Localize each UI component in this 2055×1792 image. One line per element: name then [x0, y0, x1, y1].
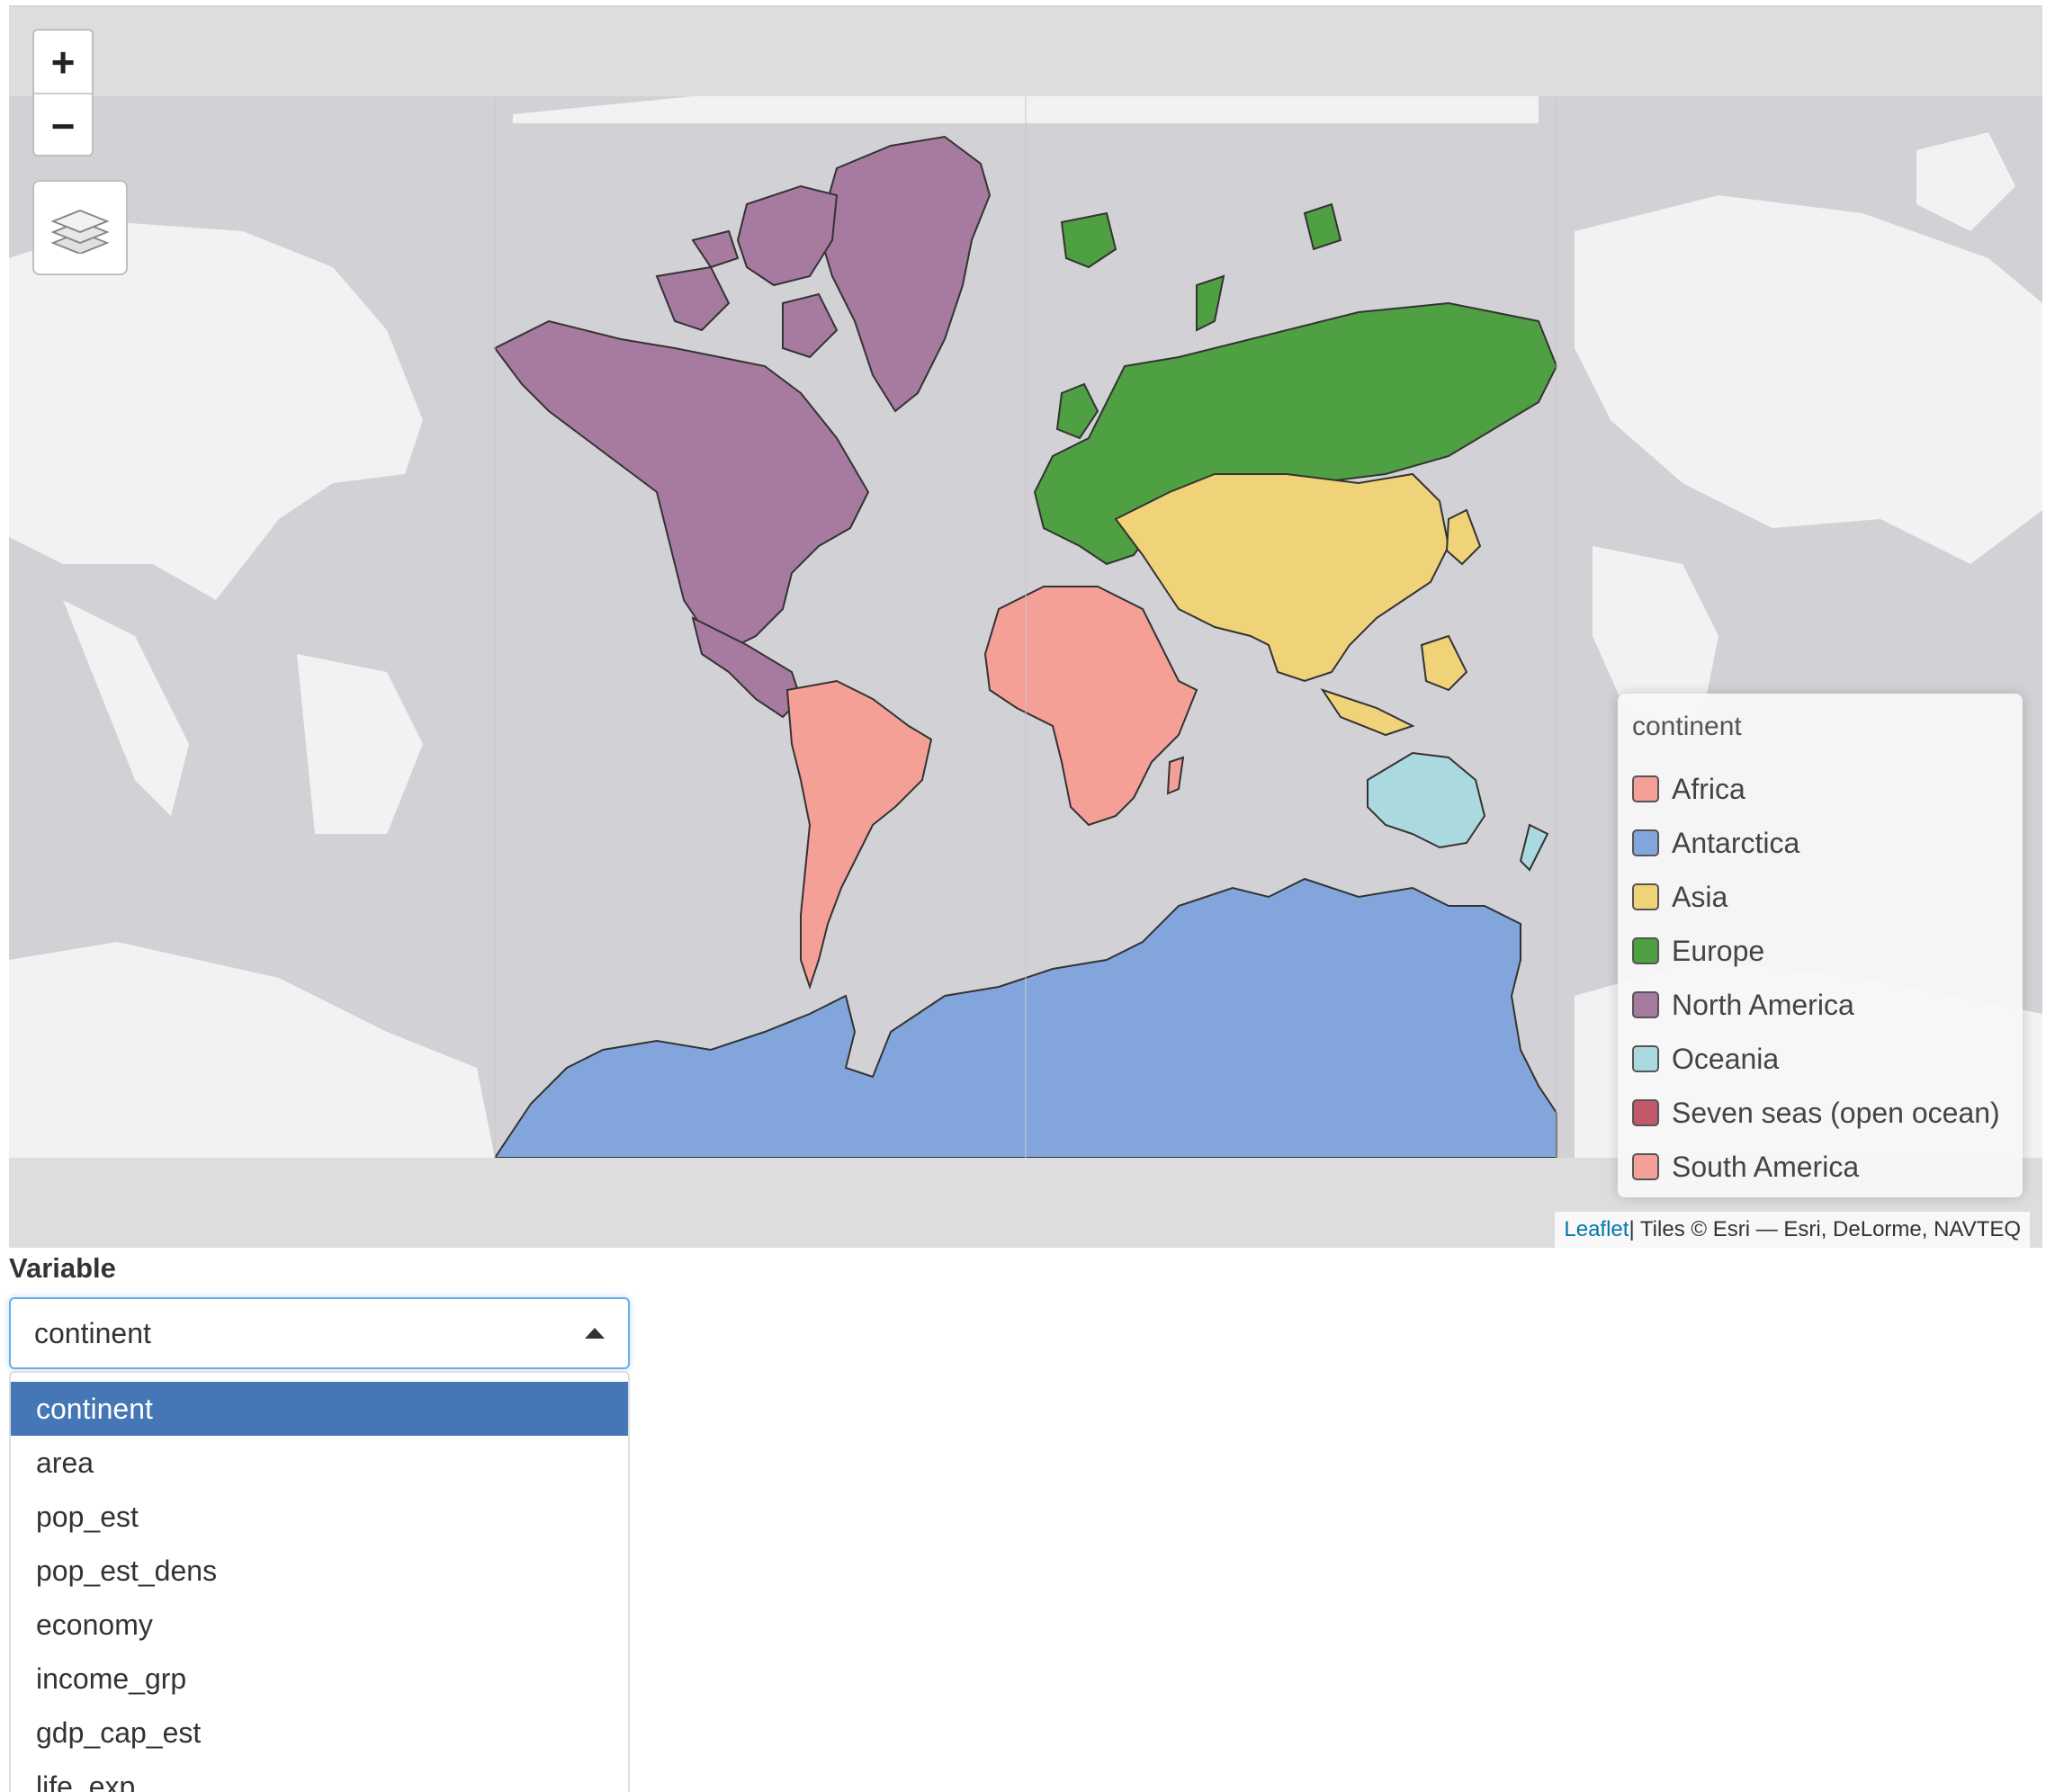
world-edge-lines: [494, 96, 1557, 1158]
dropdown-option[interactable]: economy: [36, 1608, 153, 1641]
legend-swatch: [1632, 775, 1659, 802]
legend-label: Asia: [1672, 880, 1728, 913]
zoom-in-button[interactable]: +: [50, 38, 76, 85]
north-america: [493, 135, 992, 719]
legend-swatch: [1632, 829, 1659, 856]
legend-item: Asia: [1632, 870, 2008, 924]
legend-item: North America: [1632, 978, 2008, 1032]
dropdown-option[interactable]: life_exp: [36, 1770, 136, 1792]
south-america: [785, 679, 933, 990]
legend-label: South America: [1672, 1150, 1860, 1183]
legend-title: continent: [1632, 712, 1742, 741]
africa: [983, 586, 1198, 827]
legend-item: Europe: [1632, 924, 2008, 978]
legend-item: Africa: [1632, 762, 2008, 816]
map-container[interactable]: + − continent Africa Antarctica Asia Europe…: [9, 5, 2042, 1248]
legend-swatch: [1632, 883, 1659, 910]
legend-label: Antarctica: [1672, 826, 1800, 859]
legend-swatch: [1632, 991, 1659, 1018]
layers-control-button[interactable]: [32, 180, 128, 275]
legend-item: Oceania: [1632, 1032, 2008, 1086]
zoom-control: + −: [32, 29, 94, 157]
variable-select[interactable]: continent: [9, 1297, 630, 1369]
legend-label: Oceania: [1672, 1042, 1780, 1075]
layers-icon: [51, 209, 109, 254]
dropdown-option[interactable]: income_grp: [36, 1662, 187, 1695]
dropdown-option[interactable]: continent: [11, 1382, 628, 1436]
variable-select-value: continent: [34, 1316, 151, 1349]
zoom-out-button[interactable]: −: [34, 93, 92, 157]
legend-label: Seven seas (open ocean): [1672, 1096, 2000, 1129]
map-attribution: Leaflet | Tiles © Esri — Esri, DeLorme, …: [1555, 1212, 2030, 1248]
legend-label: Africa: [1672, 772, 1745, 805]
map-legend: continent Africa Antarctica Asia Europe Nort…: [1618, 694, 2023, 1197]
oceania: [1367, 751, 1549, 872]
dropdown-option[interactable]: pop_est_dens: [36, 1555, 218, 1587]
dropdown-option[interactable]: area: [36, 1447, 94, 1479]
legend-swatch: [1632, 937, 1659, 964]
asia: [1114, 472, 1482, 737]
dropdown-option[interactable]: gdp_cap_est: [36, 1716, 202, 1749]
variable-label: Variable: [9, 1252, 116, 1284]
legend-item: Seven seas (open ocean): [1632, 1086, 2008, 1140]
caret-up-icon: [585, 1328, 605, 1339]
dropdown-option[interactable]: pop_est: [36, 1501, 139, 1533]
legend-swatch: [1632, 1153, 1659, 1180]
legend-swatch: [1632, 1045, 1659, 1072]
legend-label: North America: [1672, 988, 1854, 1021]
attribution-text: | Tiles © Esri — Esri, DeLorme, NAVTEQ: [1629, 1217, 2021, 1241]
leaflet-link[interactable]: Leaflet: [1564, 1217, 1629, 1241]
legend-swatch: [1632, 1099, 1659, 1126]
legend-item: Antarctica: [1632, 816, 2008, 870]
legend-items: Africa Antarctica Asia Europe North America O…: [1632, 762, 2008, 1194]
legend-label: Europe: [1672, 934, 1765, 967]
legend-item: South America: [1632, 1140, 2008, 1194]
